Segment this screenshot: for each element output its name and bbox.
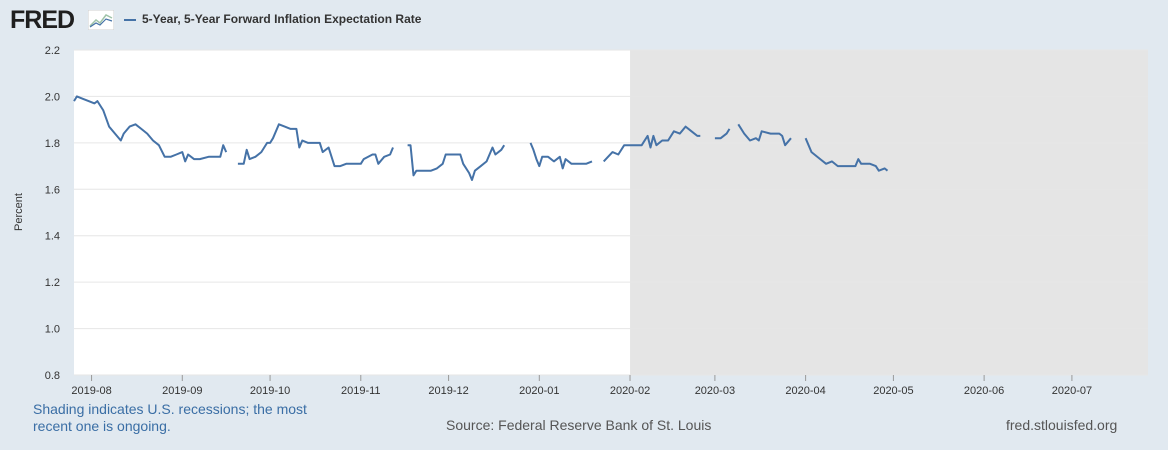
- y-axis-title: Percent: [13, 193, 25, 231]
- x-tick-label: 2019-11: [341, 385, 381, 397]
- fred-logo[interactable]: FRED: [10, 6, 75, 34]
- y-tick-label: 1.8: [45, 138, 60, 150]
- series-line: [737, 123, 792, 147]
- series-layer: [73, 95, 889, 181]
- x-tick-label: 2019-10: [250, 385, 290, 397]
- y-axis: 0.8 1.0 1.2 1.4 1.6 1.8 2.0 2.2: [45, 45, 60, 382]
- series-line: [407, 144, 506, 181]
- x-tick-label: 2019-09: [162, 385, 202, 397]
- fred-url-link[interactable]: fred.stlouisfed.org: [1006, 417, 1118, 433]
- series-line: [529, 142, 593, 170]
- gridlines: [74, 49, 1148, 376]
- recession-shading: [630, 50, 1148, 375]
- x-axis: 2019-08 2019-09 2019-10 2019-11 2019-12 2020-…: [71, 375, 1092, 397]
- series-line: [714, 128, 731, 140]
- legend-swatch: [124, 19, 136, 21]
- x-tick-label: 2020-04: [785, 385, 825, 397]
- y-tick-label: 1.6: [45, 184, 60, 196]
- x-tick-label: 2020-02: [610, 385, 650, 397]
- x-tick-label: 2019-12: [428, 385, 468, 397]
- fred-graph-icon: [88, 10, 114, 30]
- line-chart: 0.81.01.21.41.61.82.02.2 2019-08 2019-09 2…: [13, 45, 1148, 397]
- y-tick-label: 0.8: [45, 370, 60, 382]
- x-tick-label: 2020-05: [873, 385, 913, 397]
- y-tick-label: 2.0: [45, 91, 60, 103]
- recession-shading-layer: [630, 50, 1148, 375]
- x-tick-label: 2020-07: [1052, 385, 1092, 397]
- y-tick-label: 2.2: [45, 45, 60, 57]
- y-tick-label: 1.4: [45, 231, 60, 243]
- y-tick-label: 1.2: [45, 277, 60, 289]
- x-tick-label: 2019-08: [71, 385, 111, 397]
- x-tick-label: 2020-03: [695, 385, 735, 397]
- x-tick-label: 2020-01: [519, 385, 559, 397]
- y-tick-label: 1.0: [45, 324, 60, 336]
- chart-header: FRED 5-Year, 5-Year Forward Inflation Ex…: [0, 0, 1168, 40]
- x-tick-label: 2020-06: [964, 385, 1004, 397]
- series-line: [804, 137, 889, 172]
- series-line: [237, 123, 394, 168]
- recession-shading-note[interactable]: Shading indicates U.S. recessions; the m…: [33, 401, 307, 434]
- series-line: [602, 125, 701, 163]
- legend-series-label[interactable]: 5-Year, 5-Year Forward Inflation Expecta…: [142, 12, 422, 26]
- source-note: Source: Federal Reserve Bank of St. Loui…: [446, 417, 712, 433]
- series-line: [73, 95, 228, 163]
